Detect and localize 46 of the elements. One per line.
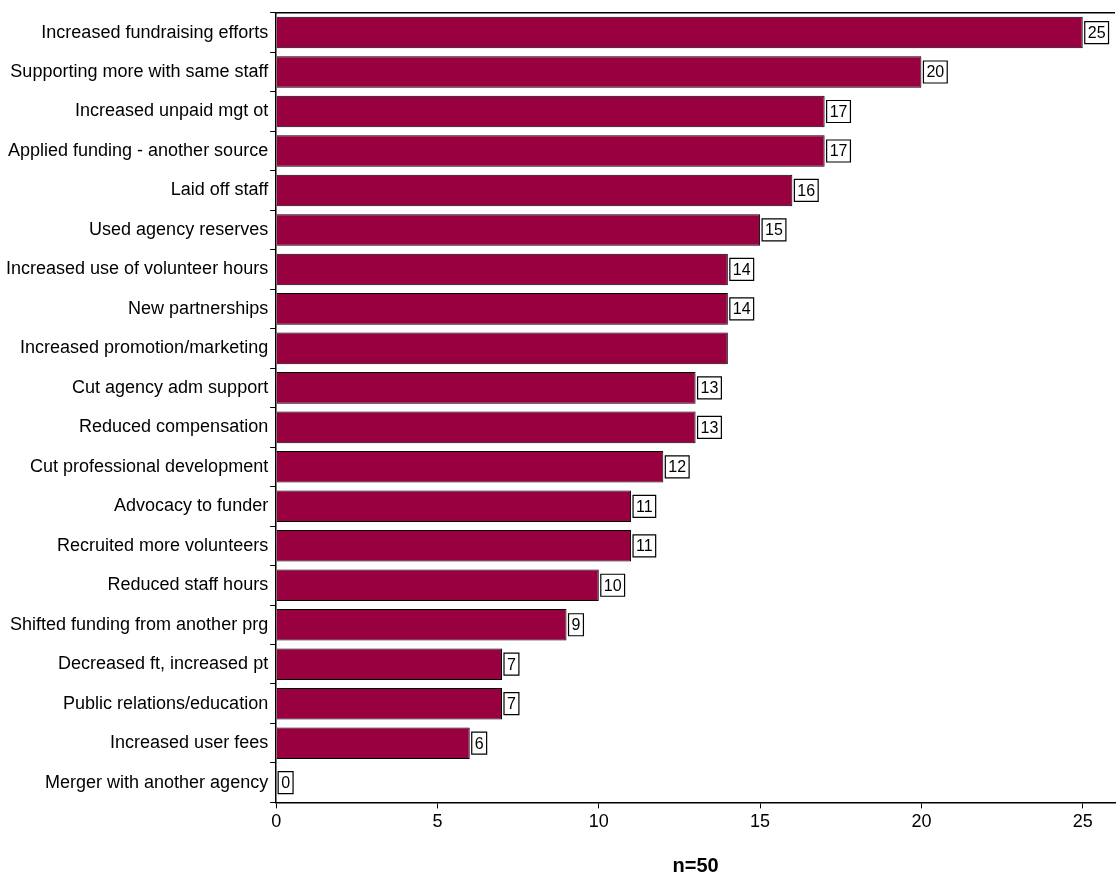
x-tick-label: 20 bbox=[911, 811, 932, 832]
x-tick-label: 10 bbox=[588, 811, 609, 832]
x-tick-label: 0 bbox=[271, 811, 282, 832]
y-tick-label: Shifted funding from another prg bbox=[9, 613, 269, 634]
y-tick-label: Recruited more volunteers bbox=[57, 534, 269, 555]
y-tick-label: Increased promotion/marketing bbox=[20, 337, 269, 358]
y-tick-label: Reduced compensation bbox=[79, 416, 269, 437]
data-label: 6 bbox=[474, 734, 484, 752]
data-label: 16 bbox=[797, 181, 816, 199]
data-label: 17 bbox=[829, 102, 848, 120]
data-label: 7 bbox=[507, 695, 516, 713]
y-tick-label: Public relations/education bbox=[63, 692, 269, 713]
y-tick-label: Cut professional development bbox=[30, 455, 269, 476]
y-tick-label: Increased fundraising efforts bbox=[41, 21, 269, 42]
data-label: 0 bbox=[281, 774, 291, 792]
data-label: 11 bbox=[636, 537, 653, 555]
data-label: 17 bbox=[829, 142, 848, 160]
y-tick-label: Reduced staff hours bbox=[107, 574, 269, 595]
data-label: 12 bbox=[668, 458, 687, 476]
data-label: 9 bbox=[571, 616, 581, 634]
y-tick-label: Merger with another agency bbox=[45, 771, 269, 792]
data-label: 13 bbox=[700, 418, 719, 436]
data-label: 11 bbox=[636, 497, 653, 515]
data-label: 20 bbox=[926, 63, 945, 81]
y-tick-label: Decreased ft, increased pt bbox=[58, 653, 269, 674]
y-tick-label: Increased user fees bbox=[110, 732, 269, 753]
data-label: 15 bbox=[765, 221, 783, 239]
y-tick-label: Cut agency adm support bbox=[72, 376, 269, 397]
data-label: 13 bbox=[700, 379, 719, 397]
y-tick-label: Used agency reserves bbox=[89, 218, 269, 239]
data-label: 10 bbox=[603, 576, 622, 594]
y-tick-label: New partnerships bbox=[128, 297, 269, 318]
data-label: 7 bbox=[507, 655, 516, 673]
y-tick-label: Increased use of volunteer hours bbox=[5, 258, 269, 279]
x-axis-title: n=50 bbox=[672, 853, 719, 876]
y-tick-label: Supporting more with same staff bbox=[10, 60, 270, 81]
x-tick-label: 5 bbox=[432, 811, 443, 832]
data-label: 14 bbox=[732, 260, 751, 278]
x-tick-label: 15 bbox=[750, 811, 771, 832]
data-label: 14 bbox=[732, 300, 751, 318]
data-label: 25 bbox=[1087, 23, 1106, 41]
y-tick-label: Laid off staff bbox=[170, 179, 270, 200]
y-tick-label: Applied funding - another source bbox=[7, 139, 269, 160]
y-tick-label: Increased unpaid mgt ot bbox=[75, 100, 269, 121]
y-tick-label: Advocacy to funder bbox=[114, 495, 269, 516]
x-tick-label: 25 bbox=[1072, 811, 1093, 832]
